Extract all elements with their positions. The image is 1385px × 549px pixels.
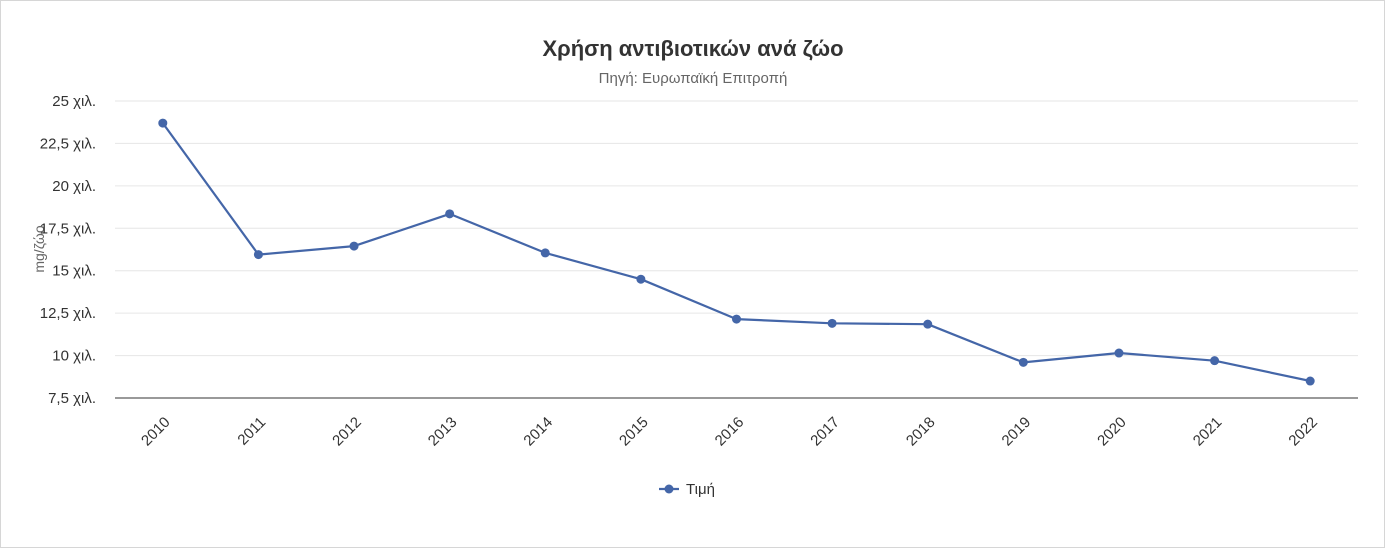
x-tick-label: 2018 [903,414,939,450]
y-axis-label: mg/ζώο [31,225,47,273]
x-tick-label: 2020 [1094,414,1130,450]
y-tick-label: 25 χιλ. [52,93,96,110]
x-tick-label: 2013 [425,414,461,450]
y-axis-ticks: 7,5 χιλ. 10 χιλ. 12,5 χιλ. 15 χιλ. 17,5 χιλ.… [40,93,96,407]
chart-title: Χρήση αντιβιοτικών ανά ζώο [542,36,843,61]
x-tick-label: 2019 [999,414,1035,450]
y-tick-label: 17,5 χιλ. [40,220,96,237]
y-tick-label: 22,5 χιλ. [40,135,96,152]
legend-label: Τιμή [686,481,715,498]
chart-subtitle: Πηγή: Ευρωπαϊκή Επιτροπή [599,70,788,87]
x-tick-label: 2011 [234,414,269,449]
legend[interactable]: Τιμή [659,481,715,498]
x-tick-label: 2012 [329,414,365,450]
legend-marker [664,484,674,494]
data-point[interactable] [158,118,168,128]
x-tick-label: 2014 [520,414,556,450]
y-tick-label: 15 χιλ. [52,263,96,280]
y-tick-label: 10 χιλ. [52,348,96,365]
y-tick-label: 20 χιλ. [52,178,96,195]
x-tick-label: 2022 [1285,414,1321,450]
y-tick-label: 12,5 χιλ. [40,305,96,322]
series-line [161,122,1311,383]
data-point[interactable] [1210,356,1220,366]
data-point[interactable] [923,319,933,329]
y-tick-label: 7,5 χιλ. [48,390,96,407]
series-layer [158,118,1315,386]
grid-lines [115,100,1358,399]
data-point[interactable] [540,248,550,258]
data-point[interactable] [732,314,741,324]
data-point[interactable] [636,274,646,284]
x-tick-label: 2015 [616,414,652,450]
data-point[interactable] [827,318,837,328]
data-point[interactable] [1114,348,1124,358]
x-tick-label: 2017 [807,414,843,450]
x-tick-label: 2016 [712,414,748,450]
data-point[interactable] [445,209,455,219]
data-point[interactable] [1018,357,1028,367]
data-point[interactable] [253,250,263,260]
x-tick-label: 2021 [1190,414,1226,450]
x-tick-label: 2010 [138,414,174,450]
data-point[interactable] [1305,376,1315,386]
data-point[interactable] [349,241,359,251]
x-axis-ticks: 2010 2011 2012 2013 2014 2015 2016 2017 2018 2019… [138,414,1321,450]
